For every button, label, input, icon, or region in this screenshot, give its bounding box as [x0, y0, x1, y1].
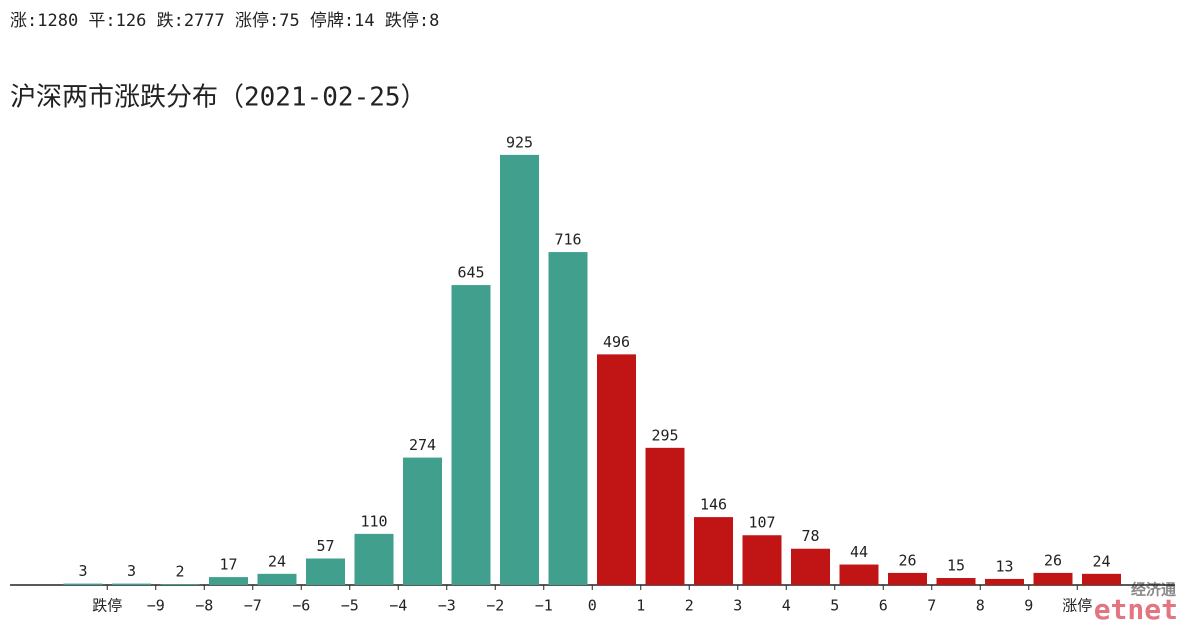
value-label: 645	[457, 264, 484, 282]
x-tick-label: 3	[733, 597, 742, 615]
value-label: 295	[651, 426, 678, 444]
bar	[985, 578, 1024, 585]
chart-title: 沪深两市涨跌分布（2021-02-25）	[10, 83, 427, 113]
bar	[888, 572, 927, 585]
value-label: 57	[316, 537, 334, 555]
x-tick-label: 涨停	[1062, 597, 1092, 615]
bar	[160, 584, 200, 585]
bar	[306, 558, 345, 585]
bar	[112, 583, 151, 585]
bar	[63, 583, 103, 585]
bar	[548, 252, 588, 585]
x-tick-label: 8	[976, 597, 985, 615]
x-tick-label: 1	[636, 597, 645, 615]
value-label: 496	[603, 333, 630, 351]
x-tick-label: 5	[830, 597, 839, 615]
value-label: 2	[175, 563, 184, 581]
value-label: 716	[554, 231, 581, 249]
x-tick-label: −3	[438, 597, 456, 615]
value-label: 15	[947, 557, 965, 575]
bar	[451, 285, 491, 585]
value-label: 925	[506, 133, 533, 151]
value-label: 24	[1092, 552, 1110, 570]
watermark: etnet	[1094, 593, 1178, 625]
x-tick-label: −6	[292, 597, 310, 615]
bar	[209, 577, 248, 585]
x-tick-label: −9	[147, 597, 165, 615]
value-label: 107	[748, 514, 775, 532]
x-tick-label: −4	[389, 597, 407, 615]
x-tick-label: 9	[1024, 597, 1033, 615]
bar	[500, 154, 539, 585]
bar	[1082, 573, 1121, 585]
value-label: 26	[898, 551, 916, 569]
bar	[742, 535, 782, 585]
x-tick-label: 2	[685, 597, 694, 615]
value-label: 24	[268, 552, 286, 570]
bar	[791, 548, 830, 585]
summary: 涨:1280 平:126 跌:2777 涨停:75 停牌:14 跌停:8	[10, 11, 439, 31]
value-label: 13	[995, 557, 1013, 575]
value-label: 3	[127, 562, 136, 580]
value-label: 146	[700, 496, 727, 514]
bar	[936, 578, 976, 585]
x-tick-label: −1	[535, 597, 553, 615]
x-tick-label: −5	[341, 597, 359, 615]
x-tick-label: 跌停	[92, 597, 122, 615]
bar	[839, 564, 879, 585]
value-label: 26	[1044, 551, 1062, 569]
x-tick-label: 0	[588, 597, 597, 615]
bar	[403, 457, 442, 585]
x-tick-label: −2	[486, 597, 504, 615]
bar	[1033, 572, 1073, 585]
value-label: 110	[360, 512, 387, 530]
x-tick-label: −7	[244, 597, 262, 615]
value-label: 78	[801, 527, 819, 545]
x-tick-label: 4	[782, 597, 791, 615]
bar	[354, 533, 394, 585]
value-label: 3	[78, 562, 87, 580]
x-tick-label: 7	[927, 597, 936, 615]
value-label: 44	[850, 543, 868, 561]
bar	[257, 573, 297, 585]
x-tick-label: −8	[195, 597, 213, 615]
value-label: 17	[219, 556, 237, 574]
x-tick-label: 6	[879, 597, 888, 615]
bar	[645, 447, 685, 585]
bar	[694, 517, 733, 585]
bar	[597, 354, 636, 585]
value-label: 274	[409, 436, 436, 454]
